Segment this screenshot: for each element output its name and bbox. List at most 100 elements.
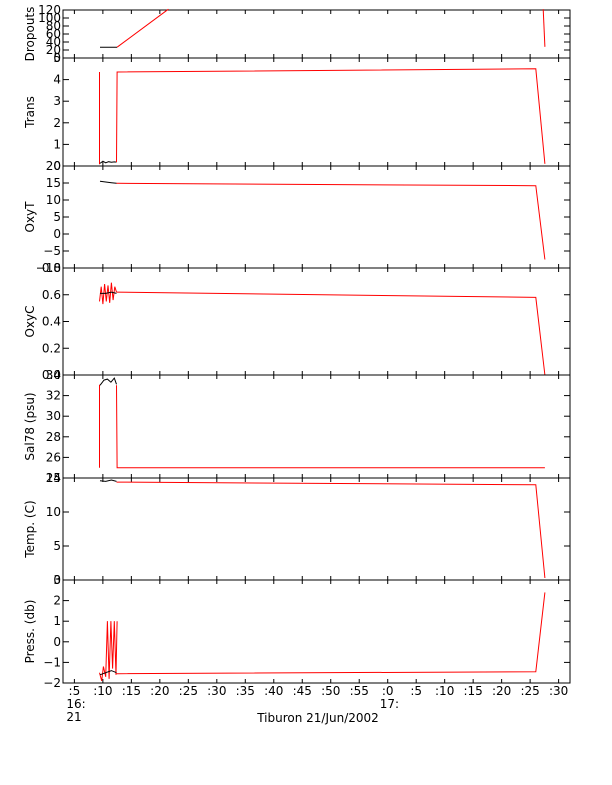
panel-3: 0.0 0.2 0.4 0.6 0.8 OxyC: [23, 261, 571, 382]
y-tick-label: 0: [53, 573, 61, 587]
x-day-label: 21: [66, 710, 81, 724]
y-tick-label: 20: [46, 159, 61, 173]
y-tick-label: −10: [36, 261, 61, 275]
y-tick-label: 5: [53, 539, 61, 553]
y-tick-label: 3: [53, 94, 61, 108]
y-tick-label: 60: [46, 27, 61, 41]
series-line-red: [99, 282, 117, 305]
panel-frame: [62, 374, 571, 479]
y-tick-label: 26: [46, 450, 61, 464]
x-axis-label: Tiburon 21/Jun/2002: [256, 711, 379, 725]
y-tick-label: 2: [53, 594, 61, 608]
y-tick-label: 0: [53, 635, 61, 649]
y-tick-label: 34: [46, 368, 61, 382]
y-tick-label: 0.6: [42, 288, 61, 302]
panel-6: −2 −1 0 1 2 3 Press. (db): [23, 573, 571, 690]
series-line-red: [116, 68, 546, 164]
y-tick-label: 80: [46, 19, 61, 33]
x-tick-label: :0: [382, 684, 394, 698]
x-tick-label: :40: [264, 684, 283, 698]
panel-frame: [62, 267, 571, 376]
y-tick-label: 10: [46, 193, 61, 207]
panel-frame: [62, 579, 571, 684]
y-tick-label: 100: [38, 11, 61, 25]
y-tick-label: 120: [38, 3, 61, 17]
series-line-red: [116, 291, 546, 376]
y-tick-label: 5: [53, 51, 61, 65]
y-tick-label: 0.4: [42, 315, 61, 329]
chart-panels: 020406080100120Dropouts012345Trans−10−50…: [23, 3, 571, 690]
y-tick-label: −2: [43, 676, 61, 690]
x-tick-label: :20: [150, 684, 169, 698]
series-line-red: [116, 481, 546, 579]
x-tick-label: :25: [179, 684, 198, 698]
series-line-red: [116, 592, 546, 675]
x-tick-label: :30: [207, 684, 226, 698]
y-tick-label: 3: [53, 573, 61, 587]
y-tick-label: 15: [46, 471, 61, 485]
series-line-black: [100, 291, 117, 294]
y-tick-label: 2: [53, 116, 61, 130]
x-tick-label: :5: [410, 684, 422, 698]
y-axis-label: OxyC: [23, 305, 37, 337]
series-line-black: [99, 180, 117, 184]
x-axis: :5:10:15:20:25:30:35:40:45:50:55:0:5:10:…: [66, 684, 568, 724]
x-hour-label: 17:: [380, 697, 399, 711]
y-tick-label: 0.0: [42, 368, 61, 382]
y-axis-label: Temp. (C): [23, 500, 37, 558]
y-tick-label: 40: [46, 35, 61, 49]
x-tick-label: :10: [93, 684, 112, 698]
series-line-black: [99, 160, 117, 164]
x-tick-label: :15: [464, 684, 483, 698]
panel-frame: [62, 165, 571, 269]
y-axis-label: Dropouts: [23, 7, 37, 62]
x-tick-label: :35: [236, 684, 255, 698]
y-axis-label: Sal78 (psu): [23, 392, 37, 460]
panel-2: −10 −5 0 5 10 15 20 OxyT: [23, 159, 571, 275]
panel-frame: [62, 9, 571, 59]
x-tick-label: :45: [293, 684, 312, 698]
series-line-red: [99, 384, 100, 468]
x-tick-label: :20: [492, 684, 511, 698]
x-tick-label: :55: [350, 684, 369, 698]
series-line-black: [99, 377, 117, 386]
y-tick-label: 0: [53, 159, 61, 173]
x-tick-label: :30: [549, 684, 568, 698]
y-tick-label: 4: [53, 73, 61, 87]
x-tick-label: :25: [520, 684, 539, 698]
y-tick-label: −1: [43, 655, 61, 669]
y-tick-label: 24: [46, 471, 61, 485]
series-line-red: [99, 621, 118, 682]
panel-frame: [62, 477, 571, 581]
y-tick-label: −5: [43, 244, 61, 258]
series-line-red: [116, 385, 545, 469]
y-axis-label: Press. (db): [23, 600, 37, 664]
y-tick-label: 0: [53, 227, 61, 241]
x-tick-label: :10: [435, 684, 454, 698]
series-line-red: [542, 9, 546, 47]
y-tick-label: 20: [46, 43, 61, 57]
series-line-red: [116, 8, 169, 48]
series-line-black: [99, 670, 117, 676]
y-tick-label: 0.8: [42, 261, 61, 275]
x-tick-label: :5: [69, 684, 81, 698]
y-tick-label: 32: [46, 389, 61, 403]
y-axis-label: OxyT: [23, 201, 37, 233]
series-line-red: [116, 182, 546, 260]
series-line-black: [99, 479, 117, 482]
panel-frame: [62, 57, 571, 167]
y-axis-label: Trans: [23, 96, 37, 129]
y-tick-label: 28: [46, 430, 61, 444]
y-tick-label: 1: [53, 137, 61, 151]
panel-5: 0 5 10 15 Temp. (C): [23, 471, 571, 587]
panel-4: 24 26 28 30 32 34 Sal78 (psu): [23, 368, 571, 485]
y-tick-label: 5: [53, 210, 61, 224]
y-tick-label: 1: [53, 614, 61, 628]
y-tick-label: 0.2: [42, 341, 61, 355]
panel-1: 0 1 2 3 4 5 Trans: [23, 51, 571, 173]
y-tick-label: 10: [46, 505, 61, 519]
y-tick-label: 0: [53, 51, 61, 65]
x-tick-label: :15: [122, 684, 141, 698]
